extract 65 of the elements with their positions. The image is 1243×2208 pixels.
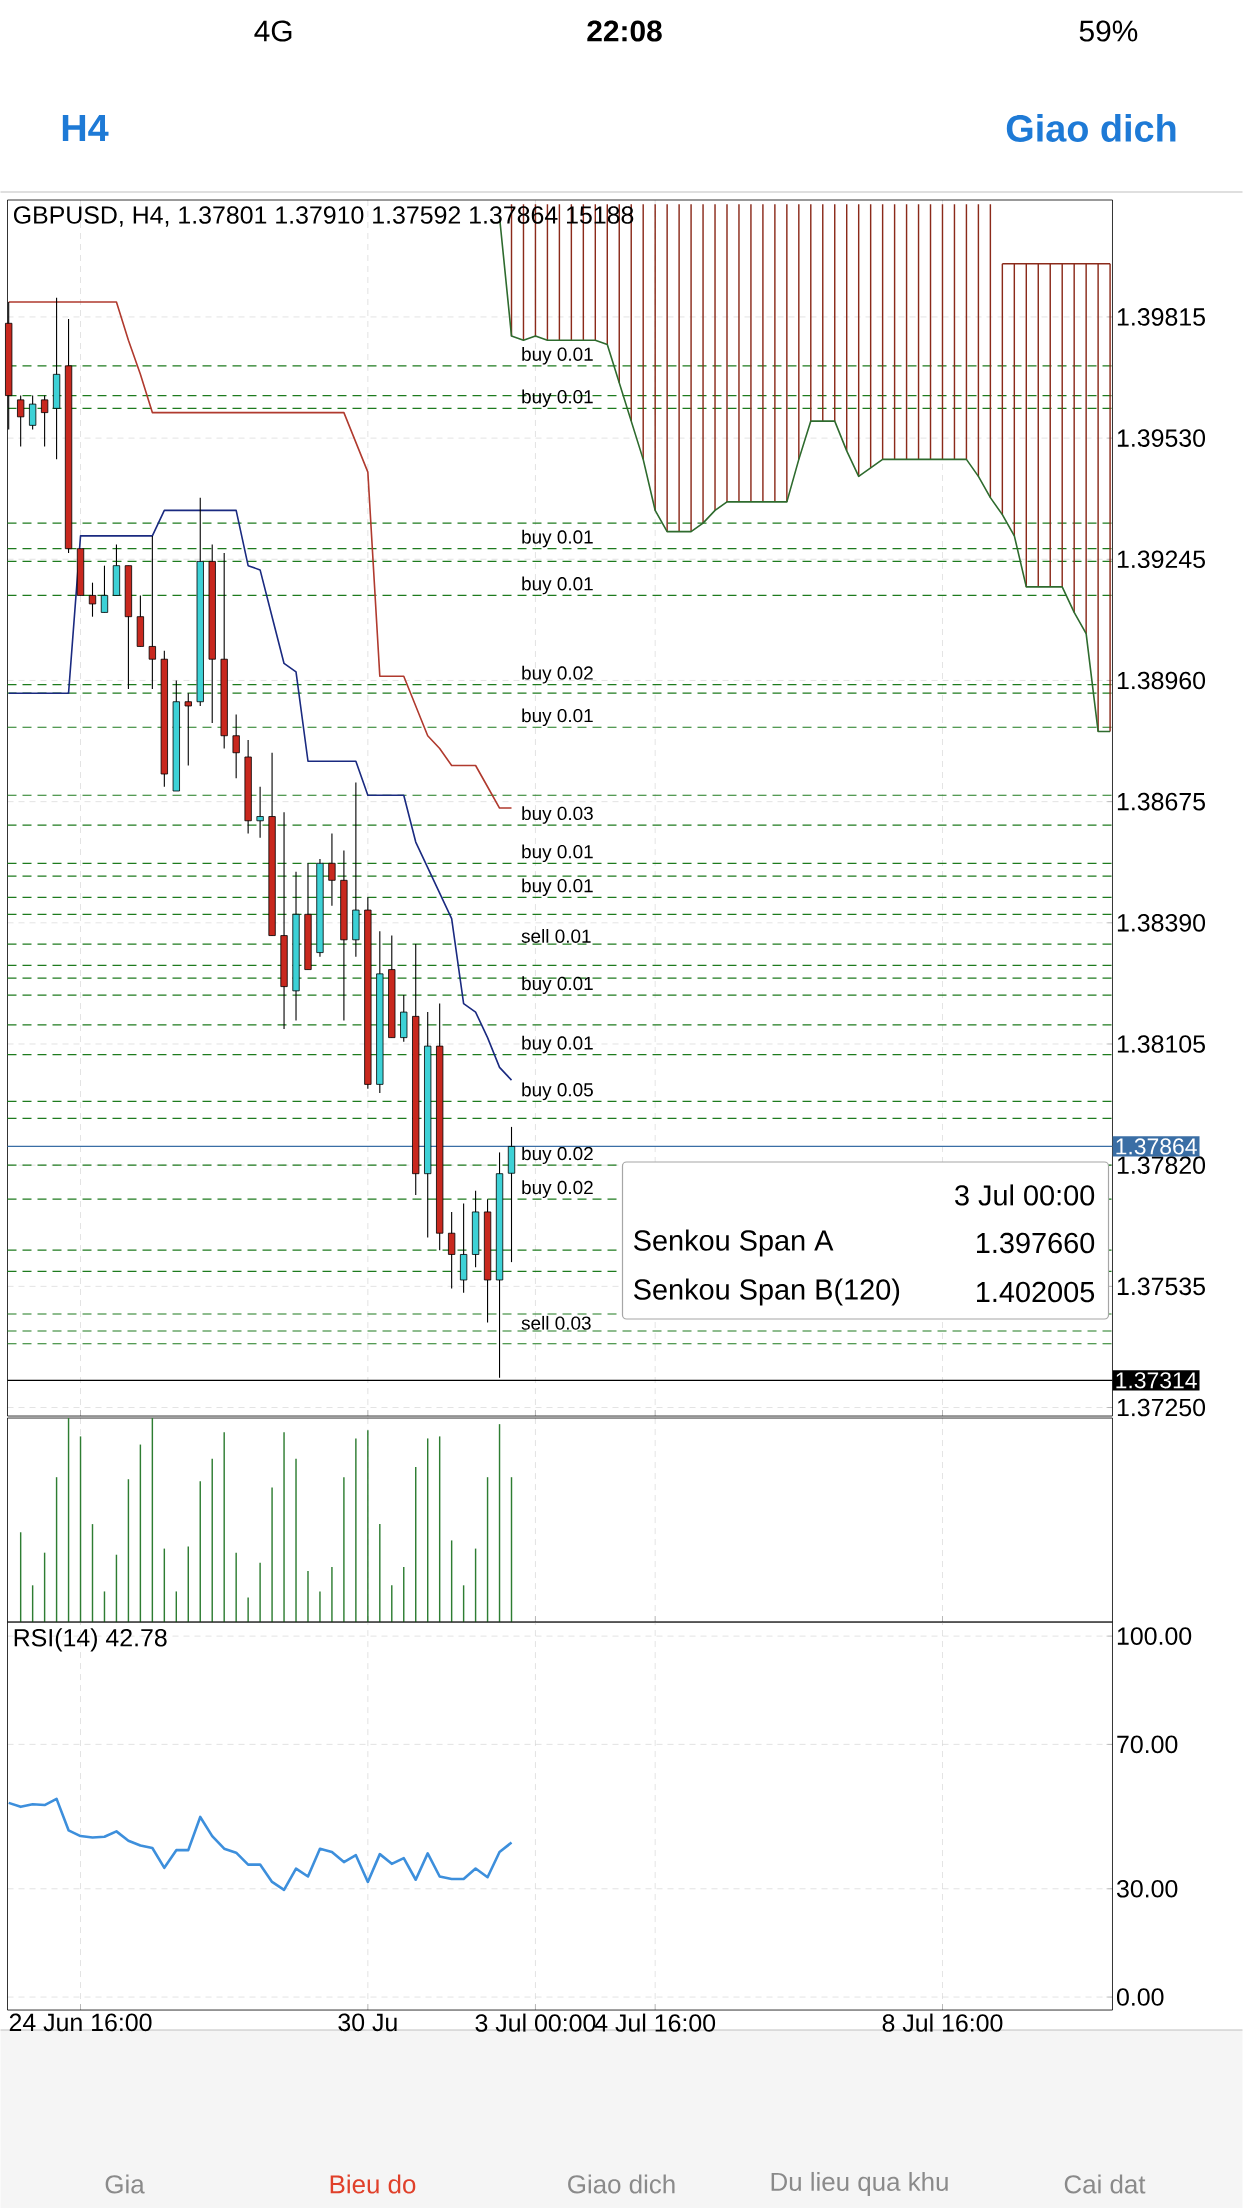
ref-line-label: buy 0.01 [522,976,593,994]
candlestick [40,395,49,448]
ref-line-label: buy 0.01 [522,576,593,595]
ref-line-label: buy 0.02 [522,1146,593,1164]
text: Du lieu qua khu [771,2171,948,2197]
ref-line-label: 1.37314 [1116,1372,1197,1389]
y-tick-label: 1.38960 [1117,671,1206,690]
candlestick [148,535,156,690]
text: 59% [1079,20,1138,42]
ref-line-label: sell 0.01 [521,928,591,943]
ref-line-label: sell 0.03 [521,1315,591,1330]
y-tick-label: 100.00 [1117,1627,1192,1645]
text: Gia [105,2174,145,2194]
ref-line-label: buy 0.02 [522,665,593,684]
text: Cai dat [1064,2174,1146,2194]
ref-line-label: buy 0.03 [522,806,593,824]
candlestick [100,565,109,613]
annotation: Senkou Span B(120) [634,1278,900,1306]
ref-line-label: buy 0.01 [522,346,593,365]
candlestick [448,1211,456,1290]
y-tick-label: 70.00 [1117,1735,1178,1754]
text: Giao dich [568,2174,675,2194]
candlestick [232,713,240,779]
y-tick-label: 1.38675 [1117,792,1205,811]
y-tick-label: 1.37820 [1117,1156,1206,1174]
candlestick [88,582,97,618]
y-tick-label: 1.39530 [1117,429,1206,447]
x-tick-label: 30 Ju [338,2013,397,2032]
y-tick-label: 1.38105 [1117,1035,1205,1053]
x-tick-label: 4 Jul 16:00 [594,2013,716,2032]
candlestick [17,395,25,448]
y-tick-label: 30.00 [1116,1879,1178,1898]
y-tick-label: 1.39245 [1117,550,1205,569]
chart-title: RSI(14) 42.78 [14,1628,167,1652]
ref-line-label: buy 0.01 [522,389,593,408]
text: 22:08 [587,20,662,42]
ref-line-label: buy 0.01 [522,844,593,863]
ref-line-label: buy 0.02 [522,1180,593,1198]
x-tick-label: 8 Jul 16:00 [882,2013,1003,2032]
y-tick-label: 1.37535 [1117,1277,1205,1296]
y-tick-label: 1.38390 [1117,914,1206,932]
y-tick-label: 1.37250 [1117,1398,1206,1417]
ref-line-label: buy 0.01 [522,878,593,897]
text: Giao dich [1006,114,1176,142]
y-tick-label: 0.00 [1116,1988,1164,2006]
text: Bieu do [330,2174,416,2194]
ref-line-label: 1.37864 [1116,1138,1197,1155]
line-series [7,1797,513,1892]
candlestick [184,692,192,767]
candlestick [256,786,264,839]
ref-line-label: buy 0.01 [522,529,593,548]
x-tick-label: 24 Jun 16:00 [9,2013,152,2032]
ref-line-label: buy 0.01 [522,1035,593,1054]
annotation: 1.397660 [977,1232,1095,1254]
ref-line-label: buy 0.01 [522,708,593,727]
candlestick [29,395,37,431]
x-tick-label: 3 Jul 00:00 [475,2013,596,2032]
candlestick [328,832,336,907]
y-tick-label: 1.39815 [1117,308,1205,326]
text: 4G [254,20,292,42]
annotation: Senkou Span A [634,1229,834,1257]
annotation: 1.402005 [977,1281,1095,1303]
text: H4 [62,114,109,142]
ref-line-label: buy 0.05 [522,1082,593,1101]
annotation: 3 Jul 00:00 [955,1184,1095,1206]
